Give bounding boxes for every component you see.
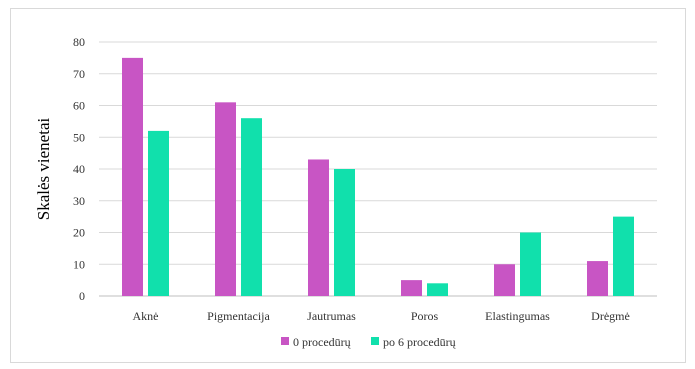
y-tick-label: 60 [73, 99, 85, 113]
bar [308, 159, 329, 296]
legend-label: po 6 procedūrų [383, 335, 456, 349]
y-tick-label: 80 [73, 35, 85, 49]
bar [427, 283, 448, 296]
bar [148, 130, 169, 296]
chart-frame: Skalės vienetai 0 10 20 30 40 50 60 70 80 Aknė Pig… [10, 8, 686, 363]
x-tick-label: Pigmentacija [207, 309, 270, 323]
y-tick-label: 20 [73, 226, 85, 240]
x-tick-label: Aknė [133, 309, 159, 323]
bar [613, 216, 634, 296]
y-tick-label: 10 [73, 257, 85, 271]
legend-label: 0 procedūrų [293, 335, 351, 349]
x-tick-label: Poros [411, 309, 439, 323]
bar [494, 264, 515, 296]
bar [520, 232, 541, 296]
bar [122, 57, 143, 296]
bar [401, 280, 422, 296]
bar [241, 118, 262, 296]
legend-swatch [281, 337, 289, 345]
bar [334, 169, 355, 296]
bar-chart: Skalės vienetai 0 10 20 30 40 50 60 70 80 Aknė Pig… [34, 35, 657, 349]
y-tick-label: 0 [79, 289, 85, 303]
y-axis-title: Skalės vienetai [34, 118, 53, 221]
y-tick-label: 50 [73, 130, 85, 144]
bar [215, 102, 236, 296]
x-tick-label: Drėgmė [591, 309, 630, 323]
x-tick-label: Elastingumas [485, 309, 550, 323]
legend-swatch [371, 337, 379, 345]
y-tick-label: 70 [73, 67, 85, 81]
y-tick-label: 40 [73, 162, 85, 176]
y-tick-label: 30 [73, 194, 85, 208]
bar [587, 261, 608, 296]
x-tick-label: Jautrumas [307, 309, 356, 323]
